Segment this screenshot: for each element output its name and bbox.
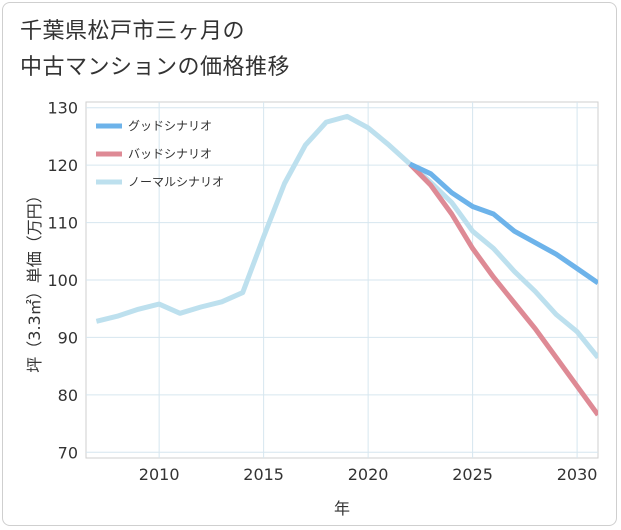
- x-tick-label: 2025: [452, 465, 493, 484]
- y-tick-label: 110: [47, 214, 78, 233]
- y-tick-label: 100: [47, 271, 78, 290]
- x-tick-label: 2010: [139, 465, 180, 484]
- chart-title-line-2: 中古マンションの価格推移: [20, 55, 291, 80]
- gridlines: [86, 102, 598, 458]
- y-axis-title: 坪（3.3㎡）単価（万円）: [25, 187, 44, 372]
- x-tick-label: 2020: [348, 465, 389, 484]
- series-line-1: [408, 162, 598, 417]
- y-tick-label: 90: [58, 328, 78, 347]
- series-line-2: [95, 113, 598, 360]
- series-line-0: [408, 161, 598, 285]
- chart-title: 千葉県松戸市三ヶ月の 中古マンションの価格推移: [20, 14, 290, 86]
- series-lines: [95, 113, 598, 417]
- y-tick-label: 70: [58, 443, 78, 462]
- legend-label-1: バッドシナリオ: [128, 147, 212, 161]
- legend-label-2: ノーマルシナリオ: [128, 175, 224, 189]
- y-tick-label: 80: [58, 386, 78, 405]
- chart-title-line-1: 千葉県松戸市三ヶ月の: [20, 19, 246, 44]
- chart-card: [2, 2, 617, 526]
- x-tick-label: 2030: [557, 465, 598, 484]
- y-tick-label: 130: [47, 99, 78, 118]
- y-tick-label: 120: [47, 156, 78, 175]
- legend-label-0: グッドシナリオ: [128, 119, 212, 133]
- axis-ticks: 2010 2015 2020 2025 2030 70 80 90 100 110 120 130: [47, 99, 597, 484]
- x-tick-label: 2015: [243, 465, 284, 484]
- x-axis-title: 年: [334, 499, 350, 518]
